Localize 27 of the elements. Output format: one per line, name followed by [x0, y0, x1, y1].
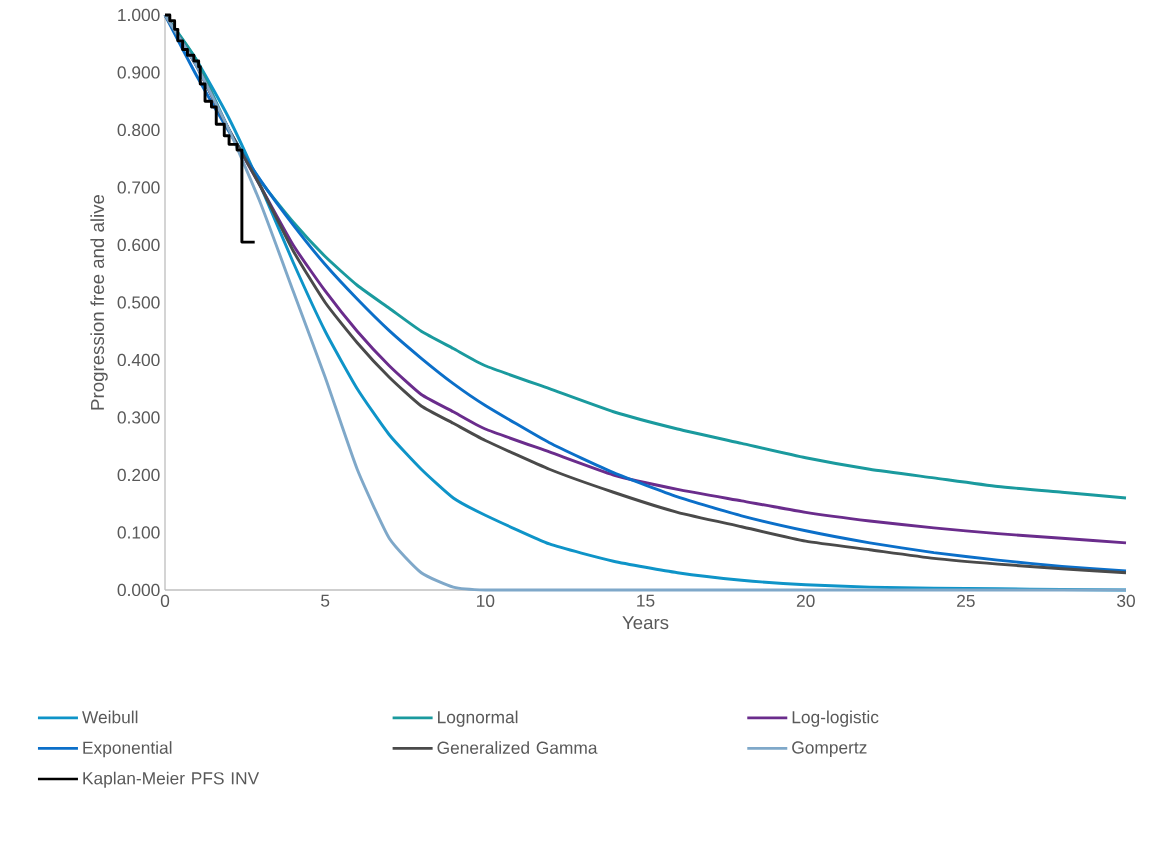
y-tick-label: 0.200: [117, 468, 160, 482]
legend-label: Gompertz: [792, 741, 867, 758]
y-tick-label: 0.400: [117, 353, 160, 367]
x-tick-label: 20: [796, 594, 815, 607]
y-tick-label: 0.000: [117, 583, 160, 597]
y-tick-label: 0.700: [117, 181, 160, 194]
y-tick-label: 0.100: [117, 526, 160, 539]
y-tick-label: 0.500: [117, 296, 160, 309]
x-axis-title: Years: [622, 616, 669, 630]
legend-label: Log-logistic: [792, 710, 879, 727]
legend-label: Lognormal: [438, 710, 518, 727]
legend-label: Kaplan-Meier PFS INV: [83, 771, 260, 788]
y-tick-label: 0.900: [117, 66, 160, 79]
legend-label: Generalized Gamma: [437, 741, 598, 754]
x-tick-label: 5: [321, 594, 330, 607]
y-tick-label: 0.800: [117, 123, 160, 137]
x-tick-label: 25: [957, 594, 975, 607]
y-tick-label: 0.600: [117, 238, 160, 252]
y-tick-label: 0.300: [117, 411, 160, 424]
x-tick-label: 10: [477, 594, 495, 607]
x-tick-label: 15: [637, 594, 655, 607]
x-tick-label: 0: [160, 594, 170, 607]
legend-label: Weibull: [82, 710, 138, 724]
legend-label: Exponential: [83, 741, 172, 758]
x-tick-label: 30: [1117, 594, 1135, 607]
y-axis-title: Progression free and alive: [90, 194, 108, 410]
y-tick-label: 1.000: [118, 8, 160, 22]
